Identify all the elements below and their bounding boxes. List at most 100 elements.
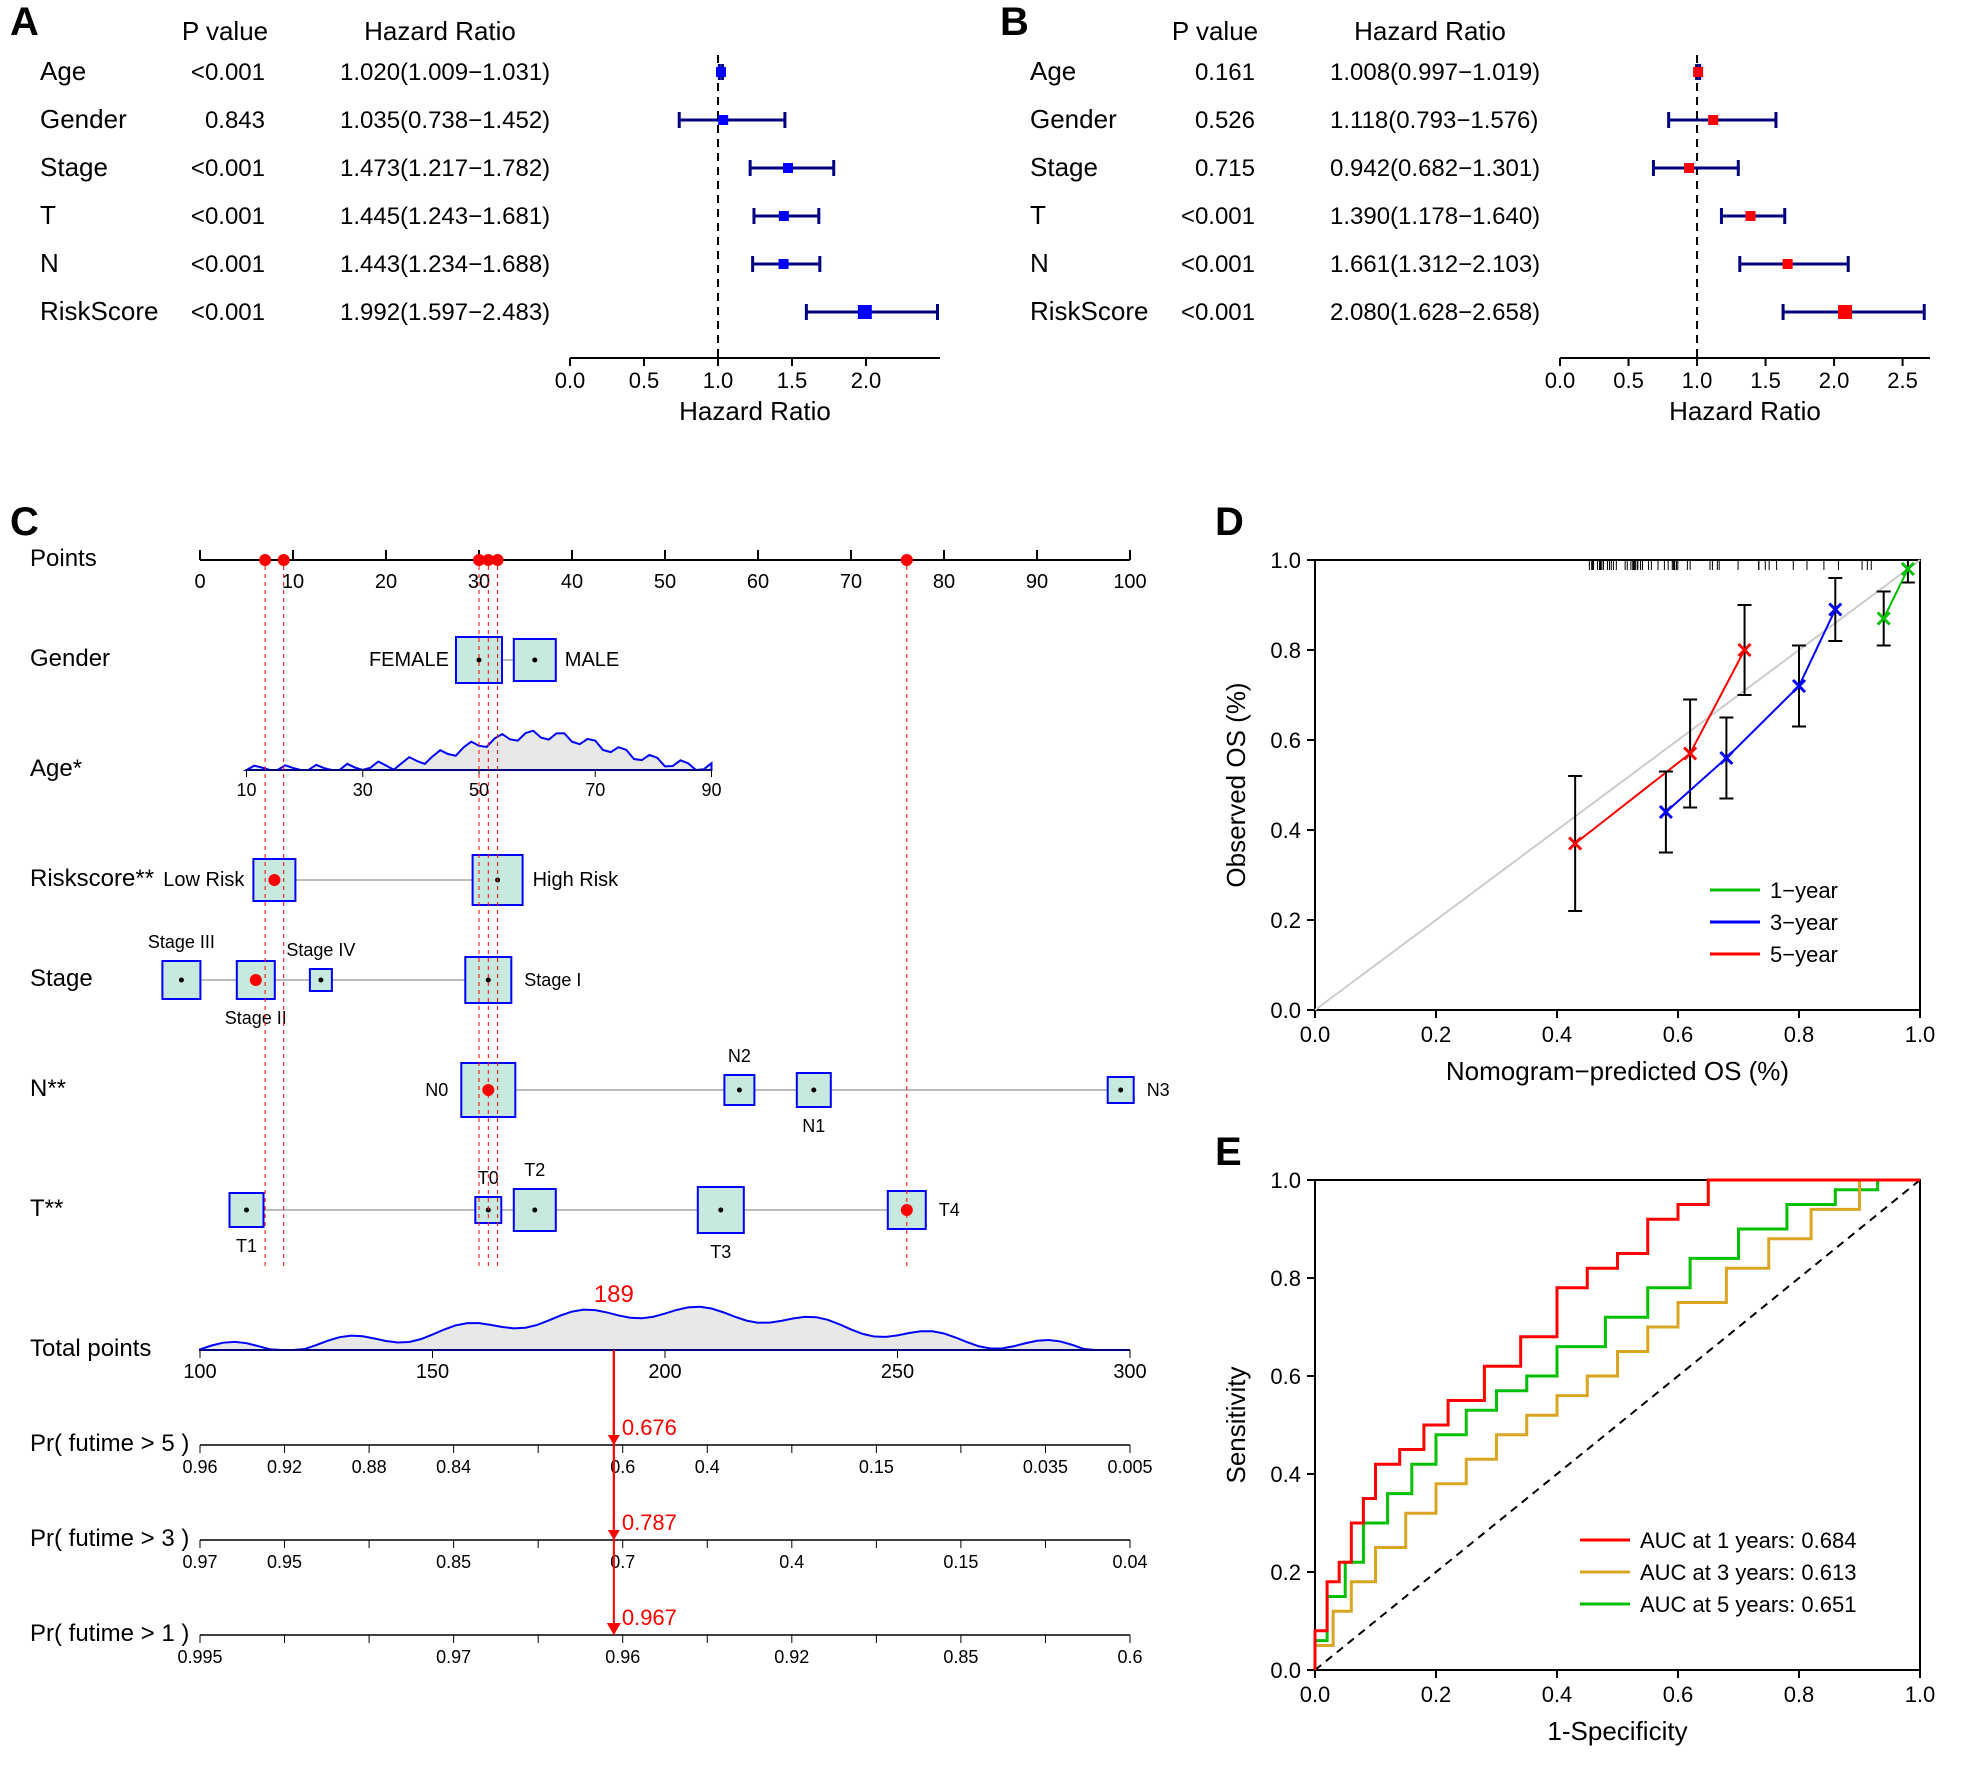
svg-text:0.0: 0.0	[1300, 1022, 1331, 1047]
svg-text:90: 90	[701, 780, 721, 800]
svg-text:Gender: Gender	[40, 104, 127, 134]
svg-text:<0.001: <0.001	[191, 299, 265, 326]
svg-text:<0.001: <0.001	[191, 203, 265, 230]
svg-text:1.5: 1.5	[777, 368, 808, 393]
svg-text:1.661(1.312−2.103): 1.661(1.312−2.103)	[1330, 251, 1540, 278]
svg-text:0.787: 0.787	[622, 1510, 677, 1535]
svg-text:1.0: 1.0	[1682, 368, 1713, 393]
svg-text:Pr( futime > 3 ): Pr( futime > 3 )	[30, 1525, 189, 1552]
svg-text:0.995: 0.995	[177, 1647, 222, 1667]
svg-text:RiskScore: RiskScore	[1030, 296, 1148, 326]
svg-text:<0.001: <0.001	[191, 155, 265, 182]
svg-text:T3: T3	[710, 1242, 731, 1262]
svg-text:0.161: 0.161	[1195, 59, 1255, 86]
svg-text:<0.001: <0.001	[191, 251, 265, 278]
svg-text:1.992(1.597−2.483): 1.992(1.597−2.483)	[340, 299, 550, 326]
svg-text:1.008(0.997−1.019): 1.008(0.997−1.019)	[1330, 59, 1540, 86]
svg-text:0.0: 0.0	[555, 368, 586, 393]
svg-text:70: 70	[585, 780, 605, 800]
svg-text:0.4: 0.4	[779, 1552, 804, 1572]
svg-text:0.97: 0.97	[436, 1647, 471, 1667]
svg-text:0.6: 0.6	[1270, 1364, 1301, 1389]
svg-text:0.4: 0.4	[1270, 818, 1301, 843]
svg-text:10: 10	[236, 780, 256, 800]
svg-text:0.96: 0.96	[182, 1457, 217, 1477]
svg-text:1.0: 1.0	[1905, 1682, 1936, 1707]
svg-text:0.5: 0.5	[629, 368, 660, 393]
svg-text:Total points: Total points	[30, 1335, 151, 1362]
svg-text:0.15: 0.15	[943, 1552, 978, 1572]
svg-text:0.4: 0.4	[695, 1457, 720, 1477]
svg-text:0.035: 0.035	[1023, 1457, 1068, 1477]
svg-text:0.4: 0.4	[1542, 1682, 1573, 1707]
svg-text:N: N	[40, 248, 59, 278]
svg-text:0.715: 0.715	[1195, 155, 1255, 182]
svg-text:1.473(1.217−1.782): 1.473(1.217−1.782)	[340, 155, 550, 182]
svg-text:Stage IV: Stage IV	[286, 940, 355, 960]
svg-text:90: 90	[1026, 571, 1048, 593]
svg-text:Hazard Ratio: Hazard Ratio	[1669, 396, 1821, 426]
svg-text:0.942(0.682−1.301): 0.942(0.682−1.301)	[1330, 155, 1540, 182]
svg-text:N2: N2	[728, 1046, 751, 1066]
svg-text:200: 200	[648, 1361, 681, 1383]
svg-text:Points: Points	[30, 545, 97, 572]
calibration-plot-D: 0.00.00.20.20.40.40.60.60.80.81.01.0Nomo…	[1200, 530, 1960, 1120]
svg-text:0.84: 0.84	[436, 1457, 471, 1477]
svg-text:N**: N**	[30, 1075, 66, 1102]
svg-text:T2: T2	[524, 1160, 545, 1180]
svg-text:300: 300	[1113, 1361, 1146, 1383]
svg-text:N3: N3	[1147, 1080, 1170, 1100]
svg-text:1.0: 1.0	[1905, 1022, 1936, 1047]
svg-text:1.020(1.009−1.031): 1.020(1.009−1.031)	[340, 59, 550, 86]
svg-text:20: 20	[375, 571, 397, 593]
svg-text:1-Specificity: 1-Specificity	[1547, 1716, 1687, 1746]
svg-text:High Risk: High Risk	[533, 869, 620, 891]
svg-text:Nomogram−predicted OS (%): Nomogram−predicted OS (%)	[1446, 1056, 1789, 1086]
svg-text:<0.001: <0.001	[191, 59, 265, 86]
svg-text:0.6: 0.6	[1270, 728, 1301, 753]
svg-text:0.95: 0.95	[267, 1552, 302, 1572]
svg-text:0.5: 0.5	[1613, 368, 1644, 393]
svg-text:AUC at 5 years: 0.651: AUC at 5 years: 0.651	[1640, 1592, 1856, 1617]
svg-text:3−year: 3−year	[1770, 910, 1838, 935]
svg-text:250: 250	[881, 1361, 914, 1383]
svg-text:60: 60	[747, 571, 769, 593]
svg-text:Stage: Stage	[40, 152, 108, 182]
svg-text:189: 189	[594, 1281, 634, 1308]
svg-text:1.0: 1.0	[703, 368, 734, 393]
svg-text:50: 50	[654, 571, 676, 593]
svg-text:Stage: Stage	[30, 965, 93, 992]
svg-text:<0.001: <0.001	[1181, 203, 1255, 230]
svg-text:Stage III: Stage III	[148, 932, 215, 952]
svg-text:0.4: 0.4	[1542, 1022, 1573, 1047]
svg-text:100: 100	[183, 1361, 216, 1383]
forest-plot-B: P valueHazard RatioAge0.1611.008(0.997−1…	[1000, 10, 1950, 470]
svg-text:40: 40	[561, 571, 583, 593]
svg-text:Low Risk: Low Risk	[163, 869, 245, 891]
svg-text:Age: Age	[40, 56, 86, 86]
forest-plot-A: P valueHazard RatioAge<0.0011.020(1.009−…	[10, 10, 960, 470]
svg-text:100: 100	[1113, 571, 1146, 593]
svg-text:Gender: Gender	[30, 645, 110, 672]
svg-text:Stage I: Stage I	[524, 970, 581, 990]
svg-text:0.8: 0.8	[1784, 1682, 1815, 1707]
svg-text:Sensitivity: Sensitivity	[1221, 1366, 1251, 1483]
svg-text:30: 30	[353, 780, 373, 800]
svg-text:1.035(0.738−1.452): 1.035(0.738−1.452)	[340, 107, 550, 134]
svg-text:Gender: Gender	[1030, 104, 1117, 134]
svg-text:1.390(1.178−1.640): 1.390(1.178−1.640)	[1330, 203, 1540, 230]
svg-text:Hazard Ratio: Hazard Ratio	[364, 16, 516, 46]
svg-text:N0: N0	[425, 1080, 448, 1100]
svg-text:70: 70	[840, 571, 862, 593]
svg-text:0.85: 0.85	[943, 1647, 978, 1667]
svg-text:1−year: 1−year	[1770, 878, 1838, 903]
nomogram-C: Points0102030405060708090100GenderFEMALE…	[10, 530, 1170, 1780]
svg-text:0.676: 0.676	[622, 1415, 677, 1440]
svg-text:N: N	[1030, 248, 1049, 278]
svg-text:2.0: 2.0	[1819, 368, 1850, 393]
svg-text:0.005: 0.005	[1107, 1457, 1152, 1477]
svg-text:2.080(1.628−2.658): 2.080(1.628−2.658)	[1330, 299, 1540, 326]
svg-text:0.2: 0.2	[1270, 1560, 1301, 1585]
svg-text:<0.001: <0.001	[1181, 299, 1255, 326]
svg-text:0.2: 0.2	[1270, 908, 1301, 933]
